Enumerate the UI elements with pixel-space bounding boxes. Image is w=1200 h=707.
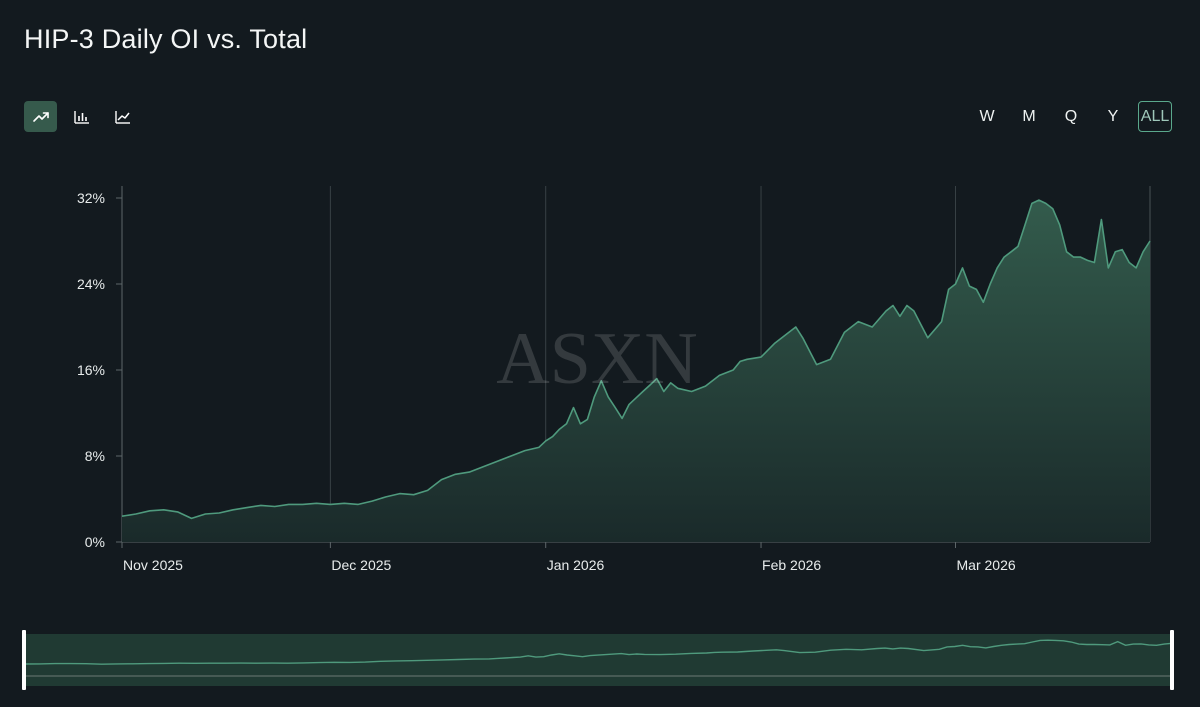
range-year-button[interactable]: Y (1107, 107, 1119, 125)
navigator-series-line (23, 639, 1173, 665)
y-tick-label: 8% (85, 448, 105, 464)
chart-title: HIP-3 Daily OI vs. Total (24, 24, 308, 54)
navigator-background (24, 634, 1172, 686)
x-tick-label: Nov 2025 (123, 557, 183, 573)
x-tick-label: Dec 2025 (331, 557, 391, 573)
x-tick-label: Feb 2026 (762, 557, 821, 573)
x-tick-label: Jan 2026 (547, 557, 605, 573)
watermark: ASXN (496, 318, 697, 400)
range-month-button[interactable]: M (1022, 107, 1036, 125)
trend-up-icon (32, 111, 49, 122)
x-tick-label: Mar 2026 (957, 557, 1016, 573)
bar-chart-button[interactable] (65, 101, 98, 132)
range-navigator[interactable] (22, 630, 1174, 690)
line-chart-button[interactable] (106, 101, 139, 132)
series-line (121, 199, 1151, 520)
y-tick-label: 24% (77, 276, 105, 292)
range-all-button[interactable]: ALL (1138, 101, 1172, 132)
chart-type-toggle (24, 101, 139, 132)
series-area-fill (122, 200, 1150, 542)
bar-chart-icon (73, 110, 89, 124)
navigator-right-handle[interactable] (1170, 630, 1174, 690)
y-tick-label: 32% (77, 190, 105, 206)
y-tick-label: 16% (77, 362, 105, 378)
y-tick-label: 0% (85, 534, 105, 550)
area-chart-button[interactable] (24, 101, 57, 132)
range-quarter-button[interactable]: Q (1064, 107, 1078, 125)
line-chart-icon (114, 110, 130, 124)
navigator-left-handle[interactable] (22, 630, 26, 690)
range-selector: W M Q Y ALL (970, 101, 1172, 132)
range-week-button[interactable]: W (979, 107, 995, 125)
